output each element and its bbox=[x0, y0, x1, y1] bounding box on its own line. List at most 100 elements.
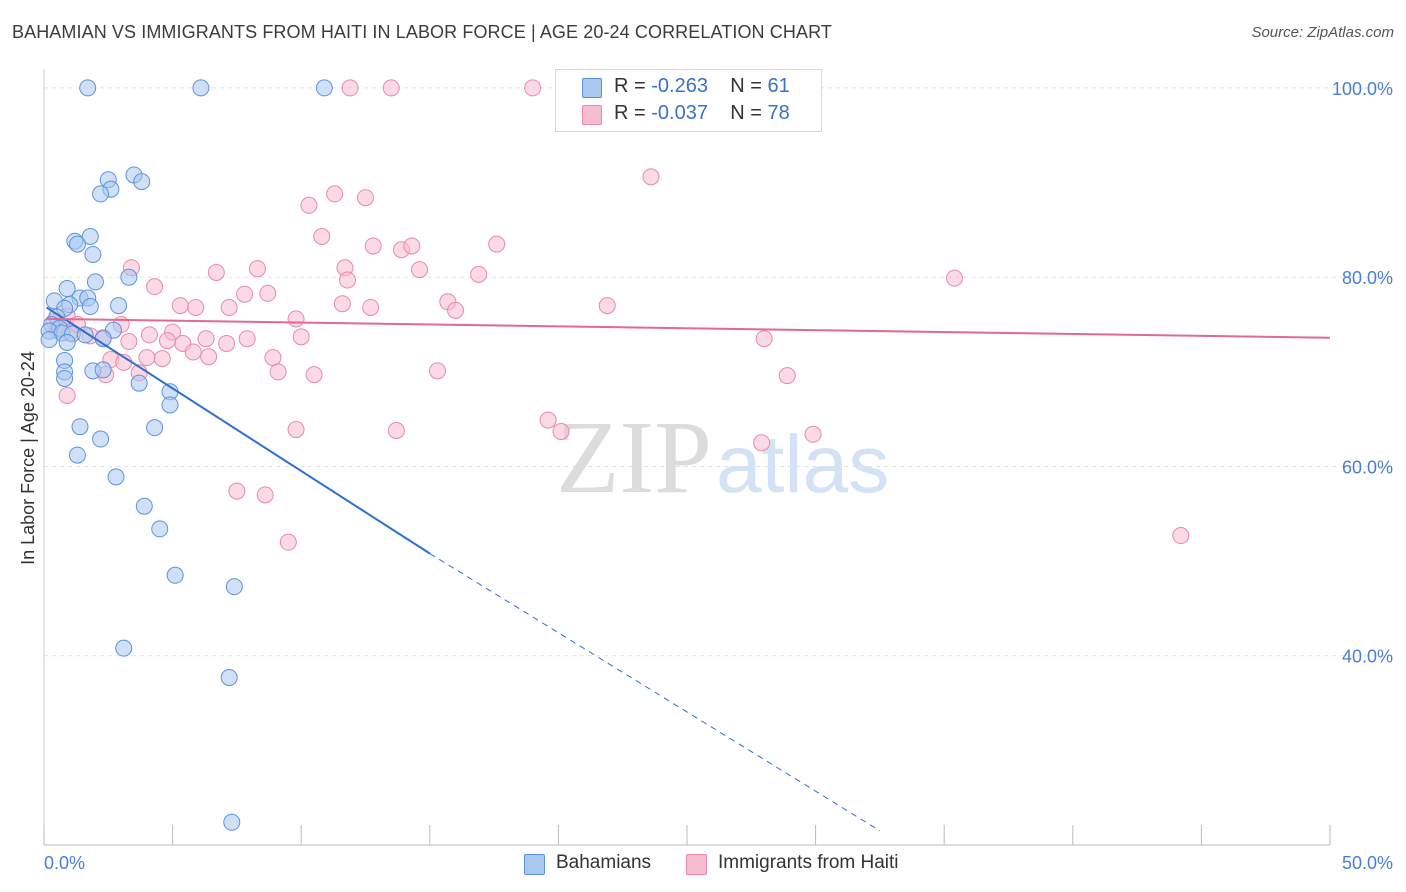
haiti-point bbox=[333, 295, 351, 313]
bahamians-point bbox=[71, 418, 89, 436]
bahamians-trend-extension bbox=[429, 553, 881, 832]
bahamians-point bbox=[58, 333, 76, 351]
legend-n-value: 78 bbox=[767, 102, 790, 124]
watermark-atlas: atlas bbox=[716, 419, 889, 510]
source-label: Source: ZipAtlas.com bbox=[1251, 24, 1394, 41]
haiti-point bbox=[382, 79, 400, 97]
haiti-point bbox=[804, 425, 822, 443]
y-tick-labels: 40.0% 60.0% 80.0% 100.0% bbox=[1332, 79, 1393, 667]
haiti-point bbox=[120, 333, 138, 351]
haiti-point bbox=[403, 237, 421, 255]
bahamians-point bbox=[81, 228, 99, 246]
haiti-point bbox=[362, 298, 380, 316]
axes bbox=[43, 69, 1331, 846]
legend-n-label: N = bbox=[730, 75, 762, 97]
haiti-point bbox=[228, 482, 246, 500]
x-tick-label: 0.0% bbox=[44, 853, 85, 873]
haiti-point bbox=[341, 79, 359, 97]
bahamians-point bbox=[161, 396, 179, 414]
legend-r-value: -0.037 bbox=[651, 102, 708, 124]
haiti-point bbox=[1172, 527, 1190, 545]
series-bahamians-points bbox=[40, 79, 333, 831]
y-tick-label: 100.0% bbox=[1332, 79, 1393, 99]
chart-title: BAHAMIAN VS IMMIGRANTS FROM HAITI IN LAB… bbox=[12, 22, 832, 42]
bahamians-point bbox=[110, 297, 128, 315]
haiti-point bbox=[153, 350, 171, 368]
haiti-point bbox=[447, 301, 465, 319]
haiti-point bbox=[778, 367, 796, 385]
haiti-point bbox=[598, 297, 616, 315]
haiti-point bbox=[269, 363, 287, 381]
bahamians-point bbox=[135, 497, 153, 515]
haiti-point bbox=[753, 434, 771, 452]
bahamians-point bbox=[166, 566, 184, 584]
haiti-point bbox=[755, 330, 773, 348]
bahamians-trend-line bbox=[46, 306, 431, 555]
haiti-point bbox=[357, 189, 374, 207]
haiti-point bbox=[238, 330, 256, 348]
x-tick-label: 50.0% bbox=[1342, 853, 1393, 873]
haiti-point bbox=[138, 349, 156, 367]
haiti-point bbox=[552, 422, 570, 440]
bahamians-point bbox=[120, 268, 138, 286]
haiti-point bbox=[305, 366, 323, 384]
haiti-point bbox=[300, 196, 318, 214]
bahamians-point bbox=[94, 361, 112, 379]
bahamians-point bbox=[81, 298, 99, 316]
haiti-point bbox=[256, 486, 274, 504]
haiti-point bbox=[259, 284, 277, 302]
haiti-point bbox=[248, 260, 266, 278]
legend-n-value: 61 bbox=[767, 75, 790, 97]
haiti-point bbox=[524, 79, 542, 97]
haiti-point bbox=[326, 185, 344, 203]
haiti-point bbox=[313, 228, 331, 246]
haiti-point bbox=[292, 328, 310, 346]
haiti-point bbox=[338, 271, 356, 289]
haiti-point bbox=[411, 261, 429, 279]
haiti-point bbox=[236, 285, 254, 303]
haiti-point bbox=[207, 263, 225, 281]
bahamians-point bbox=[115, 639, 133, 657]
haiti-point bbox=[488, 235, 506, 253]
legend-r-value: -0.263 bbox=[651, 75, 708, 97]
bottom-legend-swatch-blue bbox=[524, 854, 545, 875]
haiti-point bbox=[287, 421, 305, 439]
haiti-point bbox=[279, 533, 297, 551]
legend-swatch-pink bbox=[582, 105, 602, 125]
haiti-point bbox=[287, 310, 305, 328]
haiti-point bbox=[58, 386, 76, 404]
haiti-trend-line bbox=[46, 317, 1331, 339]
legend-swatch-blue bbox=[582, 78, 602, 98]
haiti-point bbox=[539, 411, 557, 429]
bahamians-point bbox=[225, 578, 243, 596]
bahamians-point bbox=[146, 419, 164, 437]
stats-legend: R = -0.263 N = 61 R = -0.037 N = 78 bbox=[555, 69, 822, 132]
bahamians-point bbox=[79, 79, 97, 97]
bahamians-point bbox=[107, 468, 125, 486]
bahamians-point bbox=[220, 668, 238, 686]
bahamians-point bbox=[315, 79, 333, 97]
bahamians-point bbox=[84, 245, 102, 263]
bottom-legend-swatch-pink bbox=[686, 854, 707, 875]
bahamians-point bbox=[192, 79, 210, 97]
watermark-zip: ZIP bbox=[556, 400, 712, 515]
haiti-point bbox=[364, 237, 382, 255]
haiti-point bbox=[200, 348, 218, 366]
bahamians-point bbox=[56, 369, 74, 387]
bahamians-point bbox=[130, 374, 148, 392]
y-tick-label: 80.0% bbox=[1342, 268, 1393, 288]
bottom-legend-label: Immigrants from Haiti bbox=[718, 852, 899, 873]
haiti-point bbox=[140, 326, 158, 344]
haiti-point bbox=[220, 298, 238, 316]
haiti-point bbox=[158, 332, 176, 350]
bahamians-point bbox=[68, 235, 86, 253]
haiti-point bbox=[387, 422, 405, 440]
legend-r-label: R = bbox=[614, 102, 646, 124]
y-tick-label: 60.0% bbox=[1342, 457, 1393, 477]
haiti-point bbox=[470, 265, 488, 283]
bahamians-point bbox=[92, 185, 110, 203]
legend-r-label: R = bbox=[614, 75, 646, 97]
haiti-point bbox=[642, 168, 660, 186]
bahamians-point bbox=[76, 326, 94, 344]
